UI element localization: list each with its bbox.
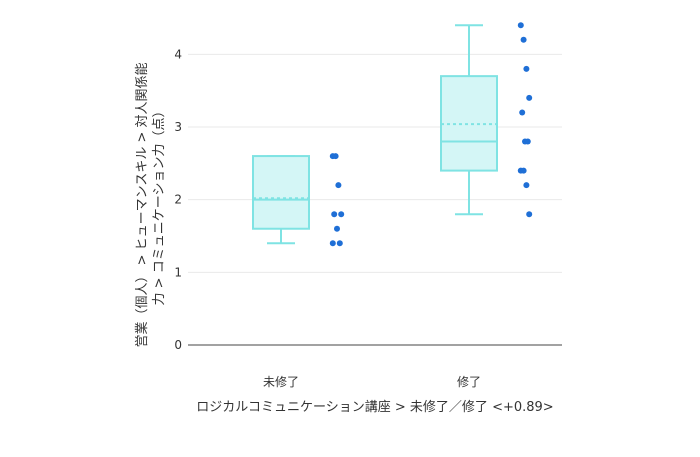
data-point-1-0 bbox=[517, 22, 524, 29]
data-point-0-3 bbox=[338, 211, 345, 218]
y-tick-label-4: 4 bbox=[174, 47, 182, 61]
box-0 bbox=[252, 155, 310, 230]
data-point-1-8 bbox=[520, 167, 527, 174]
y-axis-title-line-1: 営業（個人） > ヒューマンスキル > 対人関係能 bbox=[134, 62, 150, 347]
data-point-1-4 bbox=[519, 109, 526, 116]
data-point-0-4 bbox=[331, 211, 338, 218]
y-tick-label-2: 2 bbox=[174, 193, 182, 207]
data-point-1-6 bbox=[524, 138, 531, 145]
y-tick-label-1: 1 bbox=[174, 265, 182, 279]
data-point-1-9 bbox=[523, 182, 530, 189]
data-point-1-1 bbox=[520, 36, 527, 43]
y-tick-label-0: 0 bbox=[174, 338, 182, 352]
data-point-0-1 bbox=[332, 153, 339, 160]
box-series bbox=[252, 24, 498, 245]
data-point-1-2 bbox=[523, 65, 530, 72]
y-axis-ticks: 0 1 2 3 4 bbox=[174, 47, 182, 352]
data-point-0-2 bbox=[335, 182, 342, 189]
data-point-0-7 bbox=[329, 240, 336, 247]
y-axis-title: 営業（個人） > ヒューマンスキル > 対人関係能 力 > コミュニケーション力… bbox=[134, 62, 167, 347]
x-tick-label-0: 未修了 bbox=[263, 374, 299, 389]
x-axis-ticks: 未修了 修了 bbox=[263, 374, 481, 389]
x-tick-label-1: 修了 bbox=[457, 374, 481, 389]
y-axis-title-line-2: 力 > コミュニケーション力（点） bbox=[152, 105, 167, 306]
data-point-1-3 bbox=[526, 94, 533, 101]
data-point-0-5 bbox=[334, 225, 340, 232]
grid-lines bbox=[188, 53, 562, 346]
y-tick-label-3: 3 bbox=[174, 120, 182, 134]
data-point-0-6 bbox=[336, 240, 343, 247]
x-axis-title: ロジカルコミュニケーション講座 > 未修了／修了 <+0.89> bbox=[196, 399, 553, 415]
data-point-1-10 bbox=[526, 211, 533, 218]
jitter-points bbox=[329, 22, 533, 247]
